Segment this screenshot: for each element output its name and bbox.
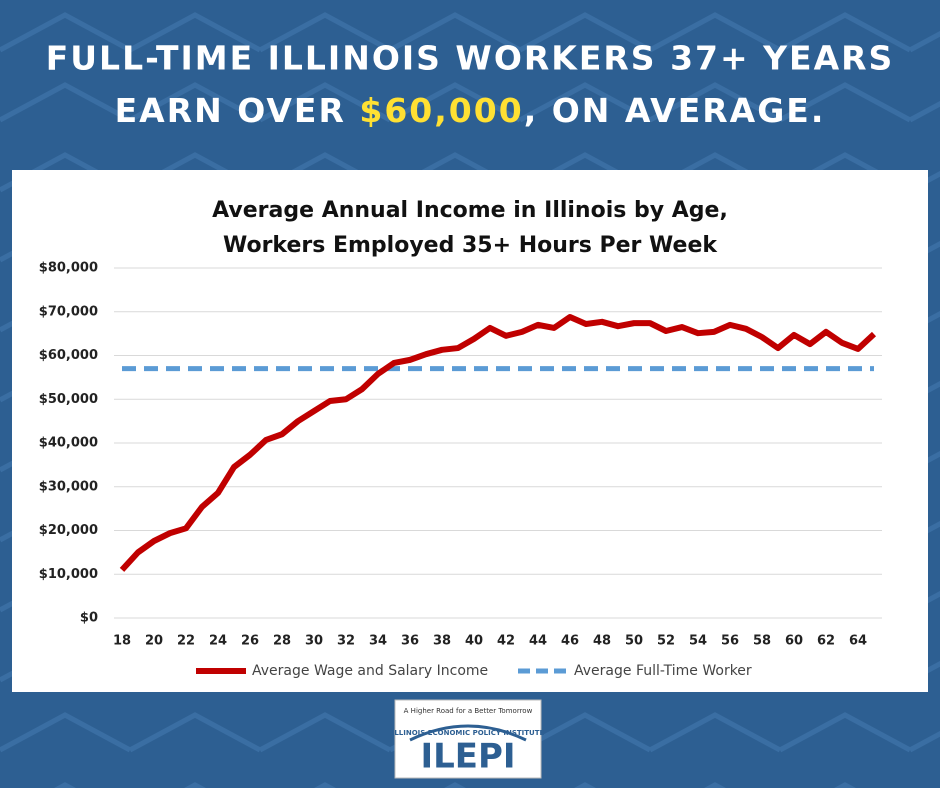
x-tick-label: 30 [305, 634, 323, 649]
y-tick-label: $50,000 [39, 392, 98, 407]
legend-label: Average Wage and Salary Income [252, 663, 488, 679]
x-tick-label: 22 [177, 634, 195, 649]
logo-tagline: A Higher Road for a Better Tomorrow [404, 707, 533, 715]
logo-acronym: ILEPI [420, 737, 515, 777]
headline-part: , ON AVERAGE. [524, 91, 826, 130]
x-tick-label: 50 [625, 634, 643, 649]
x-tick-label: 46 [561, 634, 579, 649]
x-tick-label: 40 [465, 634, 483, 649]
logo [394, 699, 542, 779]
chart-title: Average Annual Income in Illinois by Age… [212, 198, 728, 223]
x-tick-label: 24 [209, 634, 227, 649]
x-tick-label: 38 [433, 634, 451, 649]
x-tick-label: 18 [113, 634, 131, 649]
y-tick-label: $60,000 [39, 348, 98, 363]
x-tick-label: 34 [369, 634, 387, 649]
x-tick-label: 48 [593, 634, 611, 649]
chart-title: Workers Employed 35+ Hours Per Week [223, 233, 718, 258]
x-tick-label: 56 [721, 634, 739, 649]
logo-arch [409, 724, 527, 742]
y-tick-label: $10,000 [39, 567, 98, 582]
x-tick-label: 28 [273, 634, 291, 649]
x-tick-label: 60 [785, 634, 803, 649]
x-tick-label: 52 [657, 634, 675, 649]
data-line [119, 314, 877, 572]
y-tick-label: $30,000 [39, 479, 98, 494]
x-tick-label: 26 [241, 634, 259, 649]
y-tick-label: $0 [80, 611, 98, 626]
headline-part: EARN OVER [115, 91, 360, 130]
x-tick-label: 36 [401, 634, 419, 649]
y-tick-label: $20,000 [39, 523, 98, 538]
x-tick-label: 54 [689, 634, 707, 649]
plot: $0 $10,000 $20,000 $30,000 $40,000 $50,000 $60… [39, 261, 882, 679]
y-tick-label: $40,000 [39, 436, 98, 451]
legend-label: Average Full-Time Worker [574, 663, 752, 679]
headline: FULL-TIME ILLINOIS WORKERS 37+ YEARS [46, 39, 895, 78]
x-tick-label: 20 [145, 634, 163, 649]
logo-institute: ILLINOIS ECONOMIC POLICY INSTITUTE [392, 729, 545, 737]
headline-highlight: $60,000 [359, 91, 523, 130]
chart-panel [12, 170, 928, 692]
x-tick-label: 64 [849, 634, 867, 649]
x-tick-label: 42 [497, 634, 515, 649]
x-tick-label: 44 [529, 634, 547, 649]
x-tick-label: 32 [337, 634, 355, 649]
y-tick-label: $70,000 [39, 304, 98, 319]
x-tick-label: 58 [753, 634, 771, 649]
headline: EARN OVER $60,000, ON AVERAGE. [115, 91, 826, 130]
y-tick-label: $80,000 [39, 261, 98, 276]
x-tick-label: 62 [817, 634, 835, 649]
